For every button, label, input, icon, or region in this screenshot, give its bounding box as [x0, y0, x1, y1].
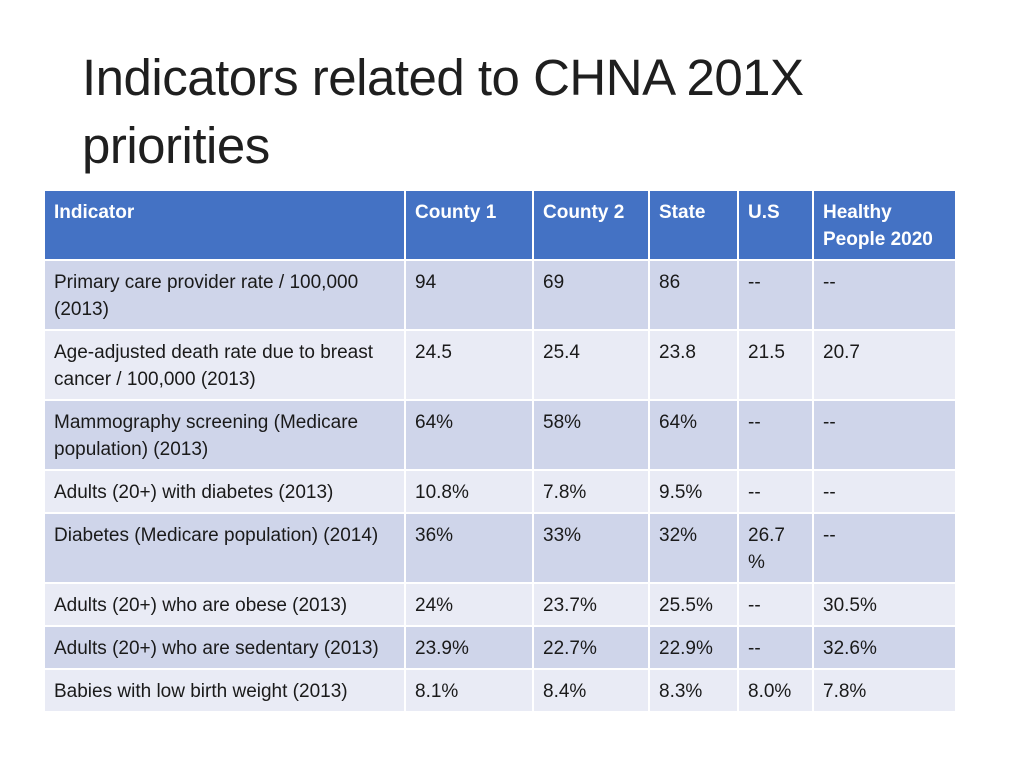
table-row: Mammography screening (Medicare populati… [43, 399, 957, 471]
county-1-cell: 10.8% [404, 469, 534, 514]
indicator-cell: Adults (20+) who are sedentary (2013) [43, 625, 406, 670]
healthy-people-cell: -- [812, 399, 957, 471]
table-row: Primary care provider rate / 100,000 (20… [43, 259, 957, 331]
state-cell: 64% [648, 399, 739, 471]
state-cell: 32% [648, 512, 739, 584]
indicator-cell: Primary care provider rate / 100,000 (20… [43, 259, 406, 331]
healthy-people-cell: 30.5% [812, 582, 957, 627]
table-header-row: Indicator County 1 County 2 State U.S He… [43, 189, 957, 261]
table-row: Adults (20+) with diabetes (2013) 10.8% … [43, 469, 957, 514]
state-cell: 86 [648, 259, 739, 331]
column-header-us: U.S [737, 189, 814, 261]
column-header-county-1: County 1 [404, 189, 534, 261]
indicator-cell: Mammography screening (Medicare populati… [43, 399, 406, 471]
column-header-county-2: County 2 [532, 189, 650, 261]
state-cell: 9.5% [648, 469, 739, 514]
county-1-cell: 24% [404, 582, 534, 627]
us-cell: 21.5 [737, 329, 814, 401]
county-1-cell: 24.5 [404, 329, 534, 401]
state-cell: 8.3% [648, 668, 739, 713]
county-2-cell: 33% [532, 512, 650, 584]
state-cell: 22.9% [648, 625, 739, 670]
table-row: Age-adjusted death rate due to breast ca… [43, 329, 957, 401]
healthy-people-cell: -- [812, 469, 957, 514]
indicator-cell: Age-adjusted death rate due to breast ca… [43, 329, 406, 401]
healthy-people-cell: -- [812, 259, 957, 331]
indicators-table: Indicator County 1 County 2 State U.S He… [43, 189, 957, 713]
county-2-cell: 23.7% [532, 582, 650, 627]
indicator-cell: Adults (20+) with diabetes (2013) [43, 469, 406, 514]
county-1-cell: 8.1% [404, 668, 534, 713]
us-cell: -- [737, 399, 814, 471]
table-row: Diabetes (Medicare population) (2014) 36… [43, 512, 957, 584]
county-2-cell: 7.8% [532, 469, 650, 514]
state-cell: 23.8 [648, 329, 739, 401]
county-2-cell: 8.4% [532, 668, 650, 713]
table-row: Adults (20+) who are obese (2013) 24% 23… [43, 582, 957, 627]
column-header-state: State [648, 189, 739, 261]
us-cell: 26.7 % [737, 512, 814, 584]
us-cell: -- [737, 582, 814, 627]
indicator-cell: Babies with low birth weight (2013) [43, 668, 406, 713]
county-1-cell: 94 [404, 259, 534, 331]
indicator-cell: Adults (20+) who are obese (2013) [43, 582, 406, 627]
slide-title: Indicators related to CHNA 201X prioriti… [82, 49, 804, 174]
healthy-people-cell: 7.8% [812, 668, 957, 713]
county-1-cell: 64% [404, 399, 534, 471]
us-cell: -- [737, 259, 814, 331]
us-cell: 8.0% [737, 668, 814, 713]
county-2-cell: 25.4 [532, 329, 650, 401]
us-cell: -- [737, 469, 814, 514]
healthy-people-cell: 32.6% [812, 625, 957, 670]
table-row: Babies with low birth weight (2013) 8.1%… [43, 668, 957, 713]
indicator-cell: Diabetes (Medicare population) (2014) [43, 512, 406, 584]
county-2-cell: 22.7% [532, 625, 650, 670]
county-2-cell: 58% [532, 399, 650, 471]
column-header-healthy-people-2020: Healthy People 2020 [812, 189, 957, 261]
healthy-people-cell: 20.7 [812, 329, 957, 401]
county-1-cell: 23.9% [404, 625, 534, 670]
healthy-people-cell: -- [812, 512, 957, 584]
column-header-indicator: Indicator [43, 189, 406, 261]
state-cell: 25.5% [648, 582, 739, 627]
table-row: Adults (20+) who are sedentary (2013) 23… [43, 625, 957, 670]
county-2-cell: 69 [532, 259, 650, 331]
us-cell: -- [737, 625, 814, 670]
county-1-cell: 36% [404, 512, 534, 584]
